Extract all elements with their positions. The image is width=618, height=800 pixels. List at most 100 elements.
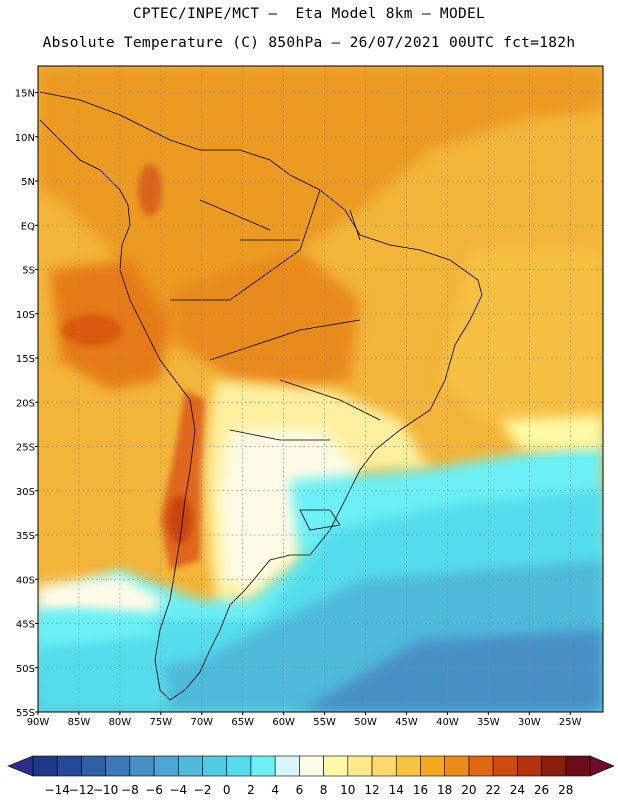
colorbar-label: −4 [169,783,187,797]
field-pacific-blue [38,640,170,712]
colorbar-label: −10 [93,783,118,797]
colorbar-label: −2 [194,783,212,797]
colorbar-swatch [517,755,542,777]
field-pacific-core [62,314,122,346]
lat-label: 30S [16,487,35,498]
field-east-yellow [500,415,603,450]
field-east-atlantic [440,250,603,420]
colorbar-label: 0 [223,783,231,797]
lat-label: 10S [16,310,35,321]
colorbar-swatch [468,755,494,777]
lat-label: 5S [22,266,35,277]
lon-label: 45W [395,717,418,728]
plot-frame [37,65,604,713]
lon-label: 60W [272,717,295,728]
lon-label: 30W [518,717,541,728]
lon-label: 85W [68,717,91,728]
colorbar-label: 10 [340,783,355,797]
colorbar-swatch [178,755,203,777]
field-colombia [138,164,162,216]
colorbar-label: 24 [510,783,525,797]
colorbar-label: 14 [389,783,404,797]
colorbar-swatch [395,755,421,777]
lat-label: 50S [16,664,35,675]
lat-label: 55S [16,708,35,719]
lat-label: 10N [15,133,35,144]
map-title-line-1: CPTEC/INPE/MCT – Eta Model 8km – MODEL [132,6,486,22]
colorbar-under-triangle [7,755,34,777]
colorbar-label: 2 [247,783,255,797]
colorbar-label: 20 [461,783,476,797]
colorbar-swatch [56,755,82,777]
colorbar-swatch [347,755,373,777]
coastlines [39,91,483,701]
colorbar-swatch [541,755,567,777]
colorbar-swatch [492,755,518,777]
lon-label: 80W [109,717,132,728]
lon-label: 65W [231,717,254,728]
colorbar-label: −14 [45,783,70,797]
colorbar-swatch [444,755,470,777]
field-deepblue [300,630,603,712]
lon-label: 55W [313,717,336,728]
temperature-field [38,66,603,712]
colorbar-label: −6 [145,783,163,797]
lat-label: 45S [16,620,35,631]
lat-label: 35S [16,531,35,542]
colorbar-swatch [299,755,324,777]
coast-main [39,91,483,701]
lat-label: 40S [16,575,35,586]
colorbar-labels: −14−12−10 −8 −6 −4 −2 0 2 4 6 8 10 12 14 16 18 20 22 24 26… [45,783,574,797]
lat-label: 20S [16,398,35,409]
lon-label: 50W [354,717,377,728]
field-plata-cream [220,430,360,590]
lat-label: 5N [21,177,35,188]
colorbar-label: 22 [485,783,500,797]
lat-label: 25S [16,443,35,454]
lat-label: EQ [21,221,35,232]
colorbar-label: −8 [121,783,139,797]
lon-label: 75W [150,717,173,728]
colorbar-label: 8 [320,783,328,797]
field-north [38,66,603,360]
colorbar-swatch [81,755,106,777]
colorbar-label: −12 [69,783,94,797]
colorbar-swatch [202,755,228,777]
lon-label: 40W [436,717,459,728]
colorbar-swatch [129,755,155,777]
lon-label: 35W [477,717,500,728]
longitude-labels: 90W 85W 80W 75W 70W 65W 60W 55W 50W 45W 40W 35W 30W 2… [27,712,582,728]
colorbar-swatch [226,755,252,777]
colorbar-label: 16 [413,783,428,797]
colorbar-swatch [565,755,591,777]
field-pacific-pale [38,575,165,615]
borders [170,189,381,441]
colorbar-swatch [32,755,58,777]
colorbar-swatch [250,755,276,777]
colorbar-swatch [371,755,397,777]
colorbar-label: 6 [296,783,304,797]
lon-label: 70W [190,717,213,728]
lon-label: 90W [27,717,50,728]
lagoon [299,509,341,531]
field-amazon [170,250,360,390]
latitude-labels: 15N 10N 5N EQ 5S 10S 15S 20S 25S 30S 35S 40S 45S 50S 5… [15,89,38,719]
lon-label: 25W [559,717,582,728]
colorbar-label: 28 [558,783,573,797]
colorbar-swatch [420,755,445,777]
field-pacific-cyan [38,612,160,650]
field-andes-core [168,496,192,544]
lat-label: 15N [15,89,35,100]
colorbar-swatch [105,755,131,777]
map-title-line-2: Absolute Temperature (C) 850hPa – 26/07/… [42,35,576,51]
colorbar-swatch [323,755,349,777]
colorbar-label: 12 [364,783,379,797]
colorbar-swatch [153,755,179,777]
colorbar-label: 26 [534,783,549,797]
colorbar-label: 4 [271,783,279,797]
colorbar [7,755,615,777]
colorbar-over-triangle [589,755,615,777]
colorbar-swatch [274,755,300,777]
colorbar-label: 18 [437,783,452,797]
